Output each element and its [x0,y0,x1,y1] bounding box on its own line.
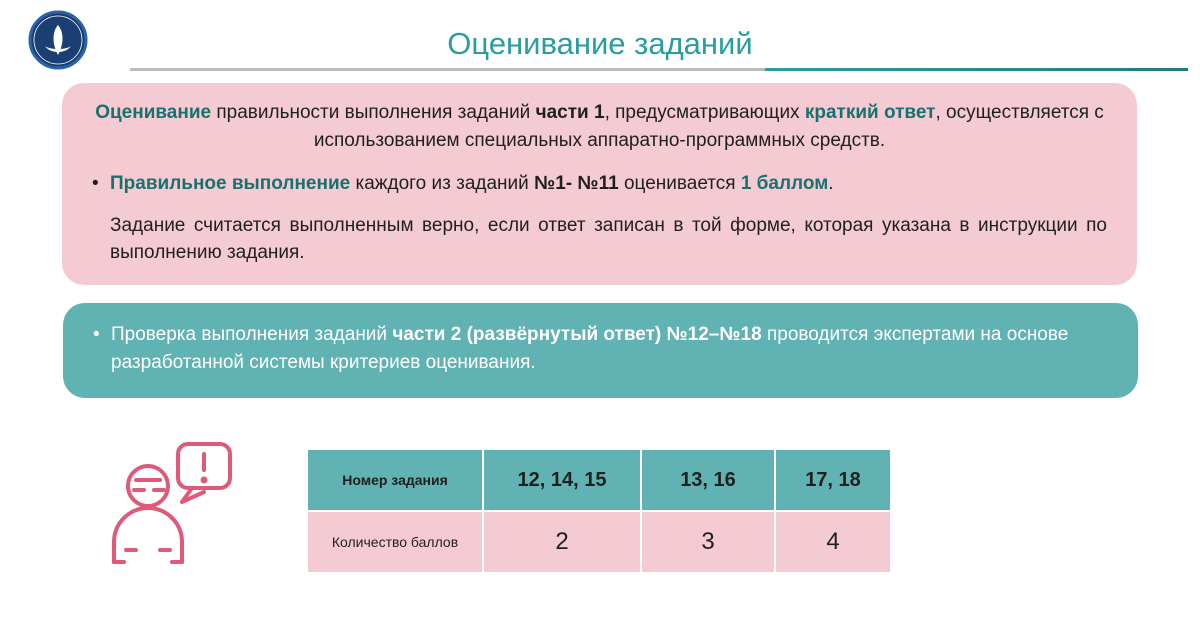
text: каждого из заданий [350,173,534,194]
teal-bullet: Проверка выполнения заданий части 2 (раз… [93,321,1108,376]
table-row: Количество баллов 2 3 4 [307,511,891,573]
attention-person-icon [100,440,240,570]
table-cell: 3 [641,511,775,573]
row-header: Количество баллов [307,511,483,573]
pink-paragraph-1: Оценивание правильности выполнения задан… [92,99,1107,154]
text-bold: части 2 (развёрнутый ответ) №12–№18 [392,324,761,345]
table-row: Номер задания 12, 14, 15 13, 16 17, 18 [307,449,891,511]
text: оценивается [619,173,741,194]
text-bold-accent: Правильное выполнение [110,173,350,194]
pink-paragraph-3: Задание считается выполненным верно, есл… [92,212,1107,267]
text-bold-accent: Оценивание [95,102,211,123]
text: правильности выполнения заданий [211,102,535,123]
col-header: 17, 18 [775,449,891,511]
pink-bullet: Правильное выполнение каждого из заданий… [92,170,1107,198]
col-header: 13, 16 [641,449,775,511]
row-header: Номер задания [307,449,483,511]
col-header: 12, 14, 15 [483,449,641,511]
table-cell: 2 [483,511,641,573]
text-bold-accent: 1 баллом [741,173,828,194]
text: . [828,173,833,194]
text: Проверка выполнения заданий [111,324,392,345]
text-bold: №1- №11 [534,173,619,194]
table-cell: 4 [775,511,891,573]
title-underline [130,68,1188,71]
teal-info-box: Проверка выполнения заданий части 2 (раз… [63,303,1138,398]
text: , предусматривающих [605,102,805,123]
pink-info-box: Оценивание правильности выполнения задан… [62,83,1137,285]
slide: Оценивание заданий Оценивание правильнос… [0,0,1200,631]
text-bold: части 1 [536,102,605,123]
scoring-table: Номер задания 12, 14, 15 13, 16 17, 18 К… [306,448,892,574]
page-title: Оценивание заданий [0,26,1200,62]
text-bold-accent: краткий ответ [805,102,936,123]
